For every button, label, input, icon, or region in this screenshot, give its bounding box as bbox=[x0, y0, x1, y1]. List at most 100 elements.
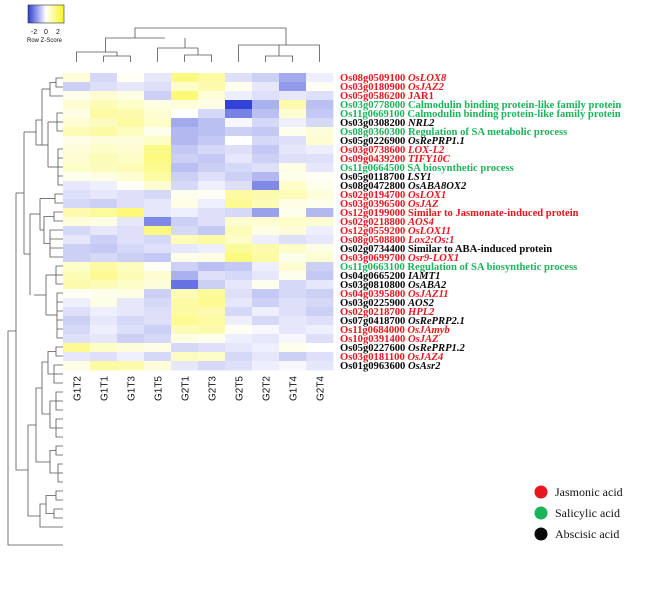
row-label: Os09g0439200 TIFY10C bbox=[340, 154, 451, 165]
heatmap-cell bbox=[117, 82, 145, 92]
heatmap-cell bbox=[252, 325, 280, 335]
gene-id: Os04g0395800 bbox=[340, 289, 408, 300]
heatmap-cell bbox=[252, 334, 280, 344]
heatmap-cell bbox=[90, 253, 118, 263]
gene-name: NRL2 bbox=[407, 118, 435, 129]
heatmap-cell bbox=[171, 226, 199, 236]
row-label: Os03g0396500 OsJAZ bbox=[340, 199, 439, 210]
legend-label-salicylic-acid: Salicylic acid bbox=[555, 506, 620, 520]
heatmap-cell bbox=[90, 109, 118, 119]
row-label: Os03g0181100 OsJAZ4 bbox=[340, 352, 443, 363]
row-dendro-link bbox=[49, 400, 56, 429]
heatmap-cell bbox=[117, 361, 145, 371]
heatmap-cell bbox=[63, 343, 91, 353]
row-dendro-link bbox=[7, 330, 63, 546]
heatmap-cell bbox=[225, 91, 253, 101]
column-dendrogram bbox=[76, 27, 320, 62]
gene-id: Os07g0418700 bbox=[340, 316, 408, 327]
heatmap-cell bbox=[117, 352, 145, 362]
heatmap-cell bbox=[225, 352, 253, 362]
heatmap-cell bbox=[144, 190, 172, 200]
heatmap-cell bbox=[252, 118, 280, 128]
heatmap-cell bbox=[63, 244, 91, 254]
heatmap-cell bbox=[171, 343, 199, 353]
row-dendro-link bbox=[15, 193, 28, 471]
heatmap-cell bbox=[144, 181, 172, 191]
heatmap-cell bbox=[117, 73, 145, 83]
heatmap-cell bbox=[198, 262, 226, 272]
heatmap-cells bbox=[63, 73, 334, 371]
heatmap-cell bbox=[279, 208, 307, 218]
heatmap-cell bbox=[144, 253, 172, 263]
row-label: Os08g0472800 OsABA8OX2 bbox=[340, 181, 467, 192]
heatmap-cell bbox=[117, 280, 145, 290]
heatmap-cell bbox=[144, 361, 172, 371]
heatmap-cell bbox=[63, 127, 91, 137]
gene-id: Os11g0664500 bbox=[340, 163, 407, 174]
heatmap-cell bbox=[144, 100, 172, 110]
gene-name: OsAsr2 bbox=[408, 361, 441, 372]
heatmap-cell bbox=[279, 244, 307, 254]
heatmap-cell bbox=[198, 136, 226, 146]
heatmap-cell bbox=[90, 271, 118, 281]
heatmap-cell bbox=[90, 361, 118, 371]
row-dendro-link bbox=[55, 445, 63, 456]
gene-id: Os09g0439200 bbox=[340, 154, 408, 165]
heatmap-cell bbox=[171, 154, 199, 164]
heatmap-cell bbox=[90, 235, 118, 245]
heatmap-cell bbox=[144, 154, 172, 164]
heatmap-cell bbox=[63, 109, 91, 119]
heatmap-cell bbox=[90, 262, 118, 272]
gene-id: Os03g0396500 bbox=[340, 199, 408, 210]
heatmap-cell bbox=[117, 262, 145, 272]
heatmap-cell bbox=[306, 262, 334, 272]
heatmap-cell bbox=[306, 199, 334, 209]
heatmap-cell bbox=[198, 253, 226, 263]
heatmap-cell bbox=[252, 172, 280, 182]
heatmap-cell bbox=[171, 352, 199, 362]
heatmap-cell bbox=[117, 190, 145, 200]
heatmap-cell bbox=[279, 262, 307, 272]
heatmap-cell bbox=[252, 145, 280, 155]
heatmap-cell bbox=[63, 199, 91, 209]
heatmap-cell bbox=[63, 100, 91, 110]
heatmap-cell bbox=[225, 154, 253, 164]
gene-name: OsABA8OX2 bbox=[408, 181, 467, 192]
heatmap-cell bbox=[306, 100, 334, 110]
heatmap-cell bbox=[117, 208, 145, 218]
gene-id: Os08g0508800 bbox=[340, 235, 408, 246]
heatmap-cell bbox=[306, 361, 334, 371]
row-label: Os08g0360300 Regulation of SA metabolic … bbox=[340, 127, 567, 138]
heatmap-cell bbox=[117, 136, 145, 146]
heatmap-cell bbox=[198, 226, 226, 236]
heatmap-cell bbox=[252, 154, 280, 164]
heatmap-cell bbox=[225, 271, 253, 281]
heatmap-cell bbox=[117, 334, 145, 344]
heatmap-cell bbox=[171, 208, 199, 218]
heatmap-cell bbox=[171, 181, 199, 191]
heatmap-cell bbox=[171, 235, 199, 245]
heatmap-cell bbox=[90, 334, 118, 344]
heatmap-cell bbox=[198, 199, 226, 209]
row-dendro-link bbox=[57, 301, 63, 330]
column-label: G2T1 bbox=[181, 376, 192, 401]
gene-id: Os03g0810800 bbox=[340, 280, 408, 291]
row-dendro-link bbox=[47, 351, 56, 375]
gene-id: Os11g0663100 bbox=[340, 262, 407, 273]
heatmap-cell bbox=[117, 253, 145, 263]
gene-name: Calmodulin binding protein-like family p… bbox=[407, 109, 620, 120]
heatmap-cell bbox=[279, 298, 307, 308]
heatmap-cell bbox=[63, 190, 91, 200]
heatmap-cell bbox=[90, 136, 118, 146]
heatmap-cell bbox=[171, 136, 199, 146]
gene-id: Os03g0738600 bbox=[340, 145, 408, 156]
heatmap-cell bbox=[252, 226, 280, 236]
heatmap-cell bbox=[198, 325, 226, 335]
heatmap-cell bbox=[90, 91, 118, 101]
heatmap-cell bbox=[279, 100, 307, 110]
heatmap-cell bbox=[90, 325, 118, 335]
heatmap-cell bbox=[144, 316, 172, 326]
legend-dot-abscisic-acid bbox=[534, 527, 548, 541]
heatmap-cell bbox=[144, 235, 172, 245]
heatmap-cell bbox=[90, 280, 118, 290]
